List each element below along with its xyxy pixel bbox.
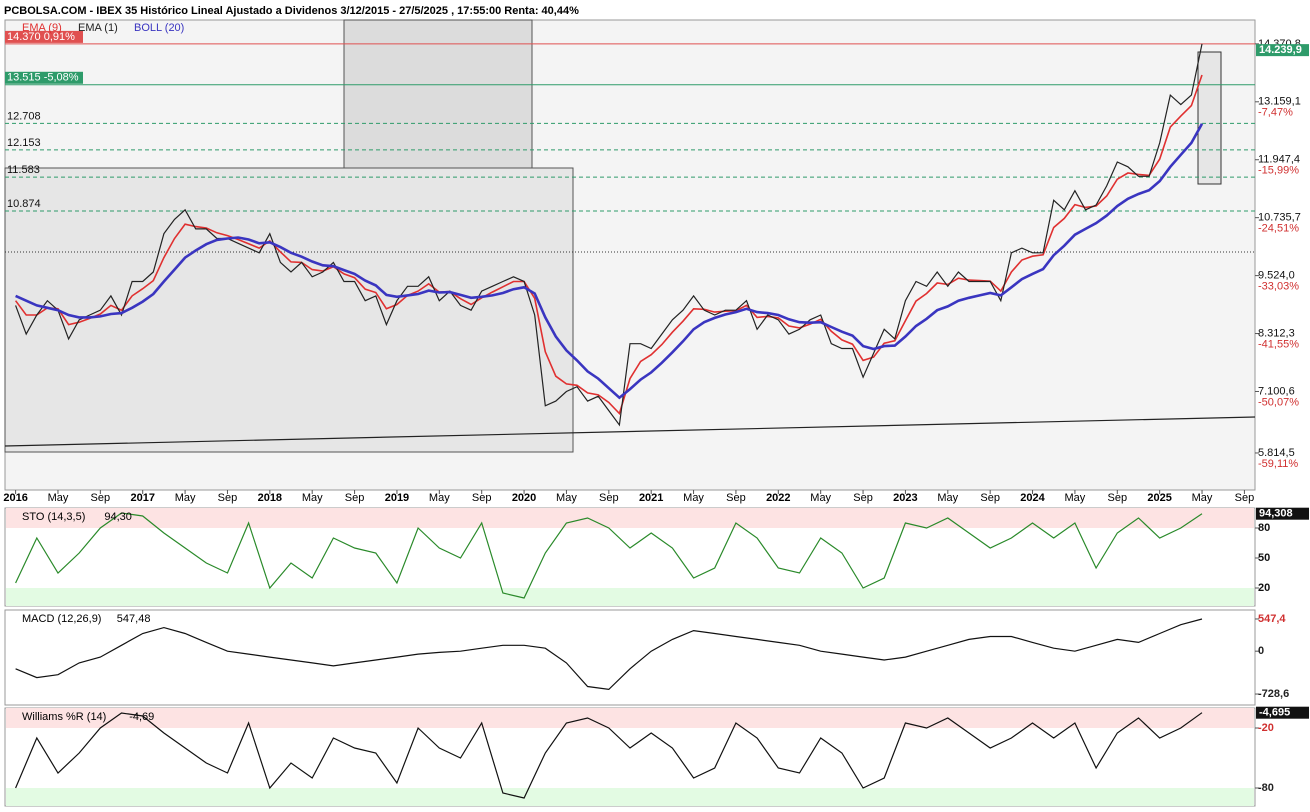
indicator-line: [15, 618, 1203, 691]
y-tick-note: -7,47%: [1258, 107, 1293, 119]
x-tick-label: Sep: [218, 492, 238, 504]
y-tick-label: -20: [1258, 722, 1274, 734]
level-label: 12.153: [7, 137, 41, 149]
trend-line: [4, 416, 1256, 447]
x-tick-label: May: [1192, 492, 1213, 504]
legend-entry: BOLL (20): [134, 22, 184, 34]
last-value-label: -4,695: [1259, 707, 1290, 719]
x-tick-label: Sep: [599, 492, 619, 504]
legend-entry: EMA (9): [22, 22, 62, 34]
panel: [4, 609, 1256, 706]
x-tick-label: Sep: [1107, 492, 1127, 504]
x-tick-label: Sep: [1235, 492, 1255, 504]
indicator-line: [15, 512, 1203, 599]
x-tick-label: Sep: [91, 492, 111, 504]
level-label: 12.708: [7, 110, 41, 122]
x-tick-label: 2022: [766, 492, 790, 504]
indicator-title: MACD (12,26,9): [22, 613, 101, 625]
title: PCBOLSA.COM - IBEX 35 Histórico Lineal A…: [4, 5, 579, 17]
y-tick-label: 13.159,1: [1258, 96, 1301, 108]
y-tick-label: 0: [1258, 645, 1264, 657]
y-tick-label: 547,4: [1258, 613, 1286, 625]
x-tick-label: Sep: [726, 492, 746, 504]
last-value-box: [1256, 507, 1309, 520]
y-tick-label: 8.312,3: [1258, 327, 1295, 339]
last-value-label: 94,308: [1259, 508, 1293, 520]
price-line: [15, 123, 1204, 400]
x-tick-label: 2025: [1147, 492, 1171, 504]
y-tick-note: -33,03%: [1258, 281, 1299, 293]
x-tick-label: 2017: [130, 492, 154, 504]
projection-box: [1197, 51, 1222, 185]
y-tick-note: -15,99%: [1258, 165, 1299, 177]
level-label: 14.370 0,91%: [7, 31, 75, 43]
last-value-box: [1256, 44, 1309, 57]
oversold-band: [6, 588, 1254, 606]
x-tick-label: 2016: [3, 492, 27, 504]
last-value-label: 14.239,9: [1259, 44, 1302, 56]
y-tick-label: 5.814,5: [1258, 447, 1295, 459]
indicator-value: 94,30: [104, 511, 132, 523]
x-tick-label: 2023: [893, 492, 917, 504]
x-tick-label: Sep: [472, 492, 492, 504]
y-tick-label: 20: [1258, 582, 1270, 594]
y-tick-note: -50,07%: [1258, 396, 1299, 408]
x-tick-label: 2024: [1020, 492, 1045, 504]
indicator-line: [15, 712, 1203, 799]
overbought-band: [6, 508, 1254, 528]
x-tick-label: May: [683, 492, 704, 504]
y-tick-label: 50: [1258, 552, 1270, 564]
price-line: [15, 43, 1203, 427]
oversold-band: [6, 788, 1254, 806]
x-tick-label: Sep: [980, 492, 1000, 504]
y-tick-note: -41,55%: [1258, 338, 1299, 350]
x-tick-label: 2020: [512, 492, 536, 504]
y-tick-label: -80: [1258, 782, 1274, 794]
indicator-value: 547,48: [117, 613, 151, 625]
x-tick-label: May: [429, 492, 450, 504]
y-tick-label: -728,6: [1258, 688, 1289, 700]
level-box: [5, 71, 83, 84]
x-tick-label: May: [1065, 492, 1086, 504]
x-tick-label: 2018: [258, 492, 282, 504]
x-tick-label: May: [48, 492, 69, 504]
x-tick-label: 2021: [639, 492, 663, 504]
legend-entry: EMA (1): [78, 22, 118, 34]
x-tick-label: Sep: [345, 492, 365, 504]
indicator-title: Williams %R (14): [22, 711, 106, 723]
level-box: [5, 30, 83, 43]
x-tick-label: May: [810, 492, 831, 504]
x-tick-label: May: [302, 492, 323, 504]
level-label: 11.583: [7, 164, 40, 176]
y-tick-label: 10.735,7: [1258, 212, 1301, 224]
y-tick-note: -59,11%: [1258, 458, 1298, 470]
y-tick-label: 80: [1258, 522, 1270, 534]
level-label: 10.874: [7, 198, 41, 210]
y-tick-label: 7.100,6: [1258, 385, 1295, 397]
x-tick-label: Sep: [853, 492, 873, 504]
last-value-box: [1256, 706, 1309, 719]
shade-box: [343, 19, 533, 169]
indicator-value: -4,69: [129, 711, 154, 723]
y-tick-note: -24,51%: [1258, 223, 1299, 235]
x-tick-label: 2019: [385, 492, 409, 504]
y-tick-label: 9.524,0: [1258, 270, 1295, 282]
x-tick-label: May: [937, 492, 958, 504]
y-tick-label: 11.947,4: [1258, 154, 1300, 166]
x-tick-label: May: [175, 492, 196, 504]
indicator-title: STO (14,3,5): [22, 511, 85, 523]
level-label: 13.515 -5,08%: [7, 72, 79, 84]
overbought-band: [6, 708, 1254, 728]
x-tick-label: May: [556, 492, 577, 504]
